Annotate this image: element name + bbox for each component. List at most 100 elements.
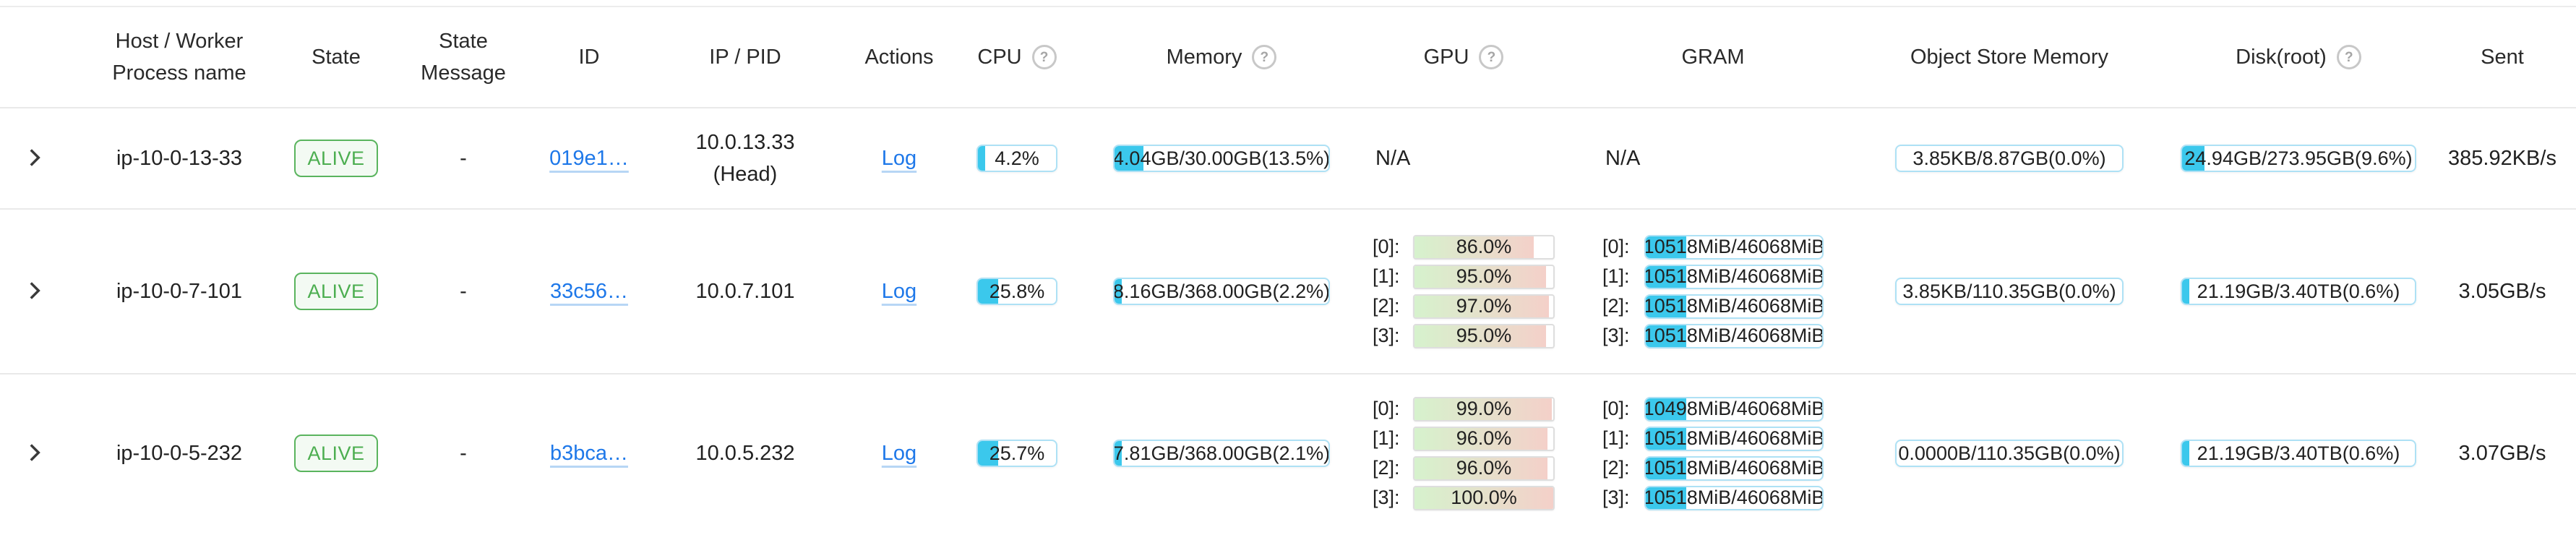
node-ip: 10.0.7.101 xyxy=(635,275,856,307)
gram-usage-bar: 10518MiB/46068MiB xyxy=(1644,234,1824,260)
gram-index-label: [3]: xyxy=(1602,487,1630,508)
cpu-usage-bar-text: 25.8% xyxy=(989,280,1045,302)
log-link[interactable]: Log xyxy=(881,279,917,303)
memory-usage-bar-text: 8.16GB/368.00GB(2.2%) xyxy=(1113,280,1330,302)
cpu-usage-bar: 25.7% xyxy=(976,440,1057,467)
memory-help-icon[interactable]: ? xyxy=(1252,45,1277,69)
sent-value: 385.92KB/s xyxy=(2448,146,2556,170)
memory-usage-bar-text: 7.81GB/368.00GB(2.1%) xyxy=(1113,442,1330,464)
gpu-help-icon[interactable]: ? xyxy=(1479,45,1504,69)
gpu-usage-bar: 95.0% xyxy=(1413,323,1555,348)
gram-row: [3]: 10518MiB/46068MiB xyxy=(1602,485,1824,510)
node-ip: 10.0.5.232 xyxy=(635,437,856,469)
gram-usage-bar: 10518MiB/46068MiB xyxy=(1644,264,1824,289)
log-link[interactable]: Log xyxy=(881,441,917,465)
gpu-na-value: N/A xyxy=(1375,146,1411,170)
log-link[interactable]: Log xyxy=(881,146,917,170)
state-message: - xyxy=(460,441,467,465)
state-message: - xyxy=(460,146,467,170)
column-header-state: State xyxy=(312,46,361,69)
gpu-usage-text: 96.0% xyxy=(1456,457,1512,479)
gpu-usage-text: 97.0% xyxy=(1456,295,1512,317)
gpu-usage-text: 86.0% xyxy=(1456,236,1512,258)
gram-row: [3]: 10518MiB/46068MiB xyxy=(1602,323,1824,348)
column-header-id: ID xyxy=(578,46,600,69)
node-ip-note: (Head) xyxy=(713,163,778,186)
memory-usage-bar: 8.16GB/368.00GB(2.2%) xyxy=(1113,278,1330,305)
gram-row: [2]: 10518MiB/46068MiB xyxy=(1602,294,1824,319)
gram-index-label: [2]: xyxy=(1602,457,1630,479)
gram-index-label: [0]: xyxy=(1602,236,1630,257)
column-header-host-line2: Process name xyxy=(112,61,246,85)
gpu-index-label: [1]: xyxy=(1373,427,1400,449)
gram-usage-text: 10518MiB/46068MiB xyxy=(1644,236,1824,258)
expand-row-button[interactable] xyxy=(23,279,46,304)
gram-row: [2]: 10518MiB/46068MiB xyxy=(1602,455,1824,481)
sent-value: 3.07GB/s xyxy=(2458,441,2546,465)
host-name: ip-10-0-13-33 xyxy=(116,146,243,170)
gram-row: [1]: 10518MiB/46068MiB xyxy=(1602,264,1824,289)
column-header-disk: Disk(root) ? xyxy=(2168,41,2429,73)
gpu-usage-bar: 99.0% xyxy=(1413,396,1555,421)
node-ip: 10.0.13.33 (Head) xyxy=(635,127,856,190)
gpu-usage-bar: 97.0% xyxy=(1413,294,1555,319)
gram-stack: [0]: 10518MiB/46068MiB [1]: 10518MiB/46068M… xyxy=(1602,234,1824,348)
column-header-gpu: GPU ? xyxy=(1352,41,1576,73)
gram-usage-bar: 10518MiB/46068MiB xyxy=(1644,294,1824,319)
object-store-usage-bar: 0.0000B/110.35GB(0.0%) xyxy=(1895,440,2124,467)
column-header-cpu-label: CPU xyxy=(977,46,1022,69)
gpu-index-label: [3]: xyxy=(1373,325,1400,346)
expand-row-button[interactable] xyxy=(23,441,46,466)
gram-usage-text: 10498MiB/46068MiB xyxy=(1644,398,1824,420)
gpu-usage-text: 95.0% xyxy=(1456,325,1512,347)
column-header-actions: Actions xyxy=(864,46,934,69)
state-badge: ALIVE xyxy=(294,273,378,310)
table-header-row: Host / Worker Process name State State M… xyxy=(0,7,2576,108)
column-header-ip-pid: IP / PID xyxy=(709,46,781,69)
gram-row: [1]: 10518MiB/46068MiB xyxy=(1602,426,1824,451)
node-id-link[interactable]: 33c56… xyxy=(549,279,628,303)
node-id-link[interactable]: 019e1… xyxy=(549,146,629,170)
gram-usage-text: 10518MiB/46068MiB xyxy=(1644,265,1824,288)
object-store-usage-bar-text: 3.85KB/110.35GB(0.0%) xyxy=(1902,280,2116,302)
table-row: ip-10-0-7-101 ALIVE - 33c56… 10.0.7.101 … xyxy=(0,210,2576,374)
gram-usage-text: 10518MiB/46068MiB xyxy=(1644,487,1824,509)
gram-stack: [0]: 10498MiB/46068MiB [1]: 10518MiB/46068M… xyxy=(1602,396,1824,510)
chevron-right-icon xyxy=(23,146,46,171)
gpu-usage-text: 100.0% xyxy=(1451,487,1517,509)
expand-row-button[interactable] xyxy=(23,146,46,171)
gpu-index-label: [0]: xyxy=(1373,236,1400,257)
node-id-link[interactable]: b3bca… xyxy=(549,441,628,465)
gpu-index-label: [0]: xyxy=(1373,398,1400,419)
disk-usage-bar: 21.19GB/3.40TB(0.6%) xyxy=(2181,440,2416,467)
table-row: ip-10-0-5-232 ALIVE - b3bca… 10.0.5.232 … xyxy=(0,374,2576,532)
cpu-help-icon[interactable]: ? xyxy=(1031,45,1057,69)
chevron-right-icon xyxy=(23,441,46,466)
gpu-row: [3]: 95.0% xyxy=(1373,323,1555,348)
object-store-usage-bar: 3.85KB/8.87GB(0.0%) xyxy=(1895,145,2124,172)
gpu-usage-text: 95.0% xyxy=(1456,265,1512,288)
object-store-usage-bar-text: 3.85KB/8.87GB(0.0%) xyxy=(1912,147,2106,169)
node-ip-address: 10.0.7.101 xyxy=(695,280,795,303)
column-header-memory: Memory ? xyxy=(1091,41,1352,73)
gram-usage-bar: 10518MiB/46068MiB xyxy=(1644,485,1824,510)
table-row: ip-10-0-13-33 ALIVE - 019e1… 10.0.13.33 (… xyxy=(0,108,2576,210)
gram-usage-text: 10518MiB/46068MiB xyxy=(1644,427,1824,450)
gram-usage-text: 10518MiB/46068MiB xyxy=(1644,325,1824,347)
gram-usage-text: 10518MiB/46068MiB xyxy=(1644,457,1824,479)
column-header-state-message: State Message xyxy=(383,25,544,89)
gpu-usage-bar: 95.0% xyxy=(1413,264,1555,289)
column-header-host: Host / Worker Process name xyxy=(69,25,289,89)
cpu-usage-bar: 25.8% xyxy=(976,278,1057,305)
cpu-usage-bar: 4.2% xyxy=(976,145,1057,172)
gpu-usage-text: 96.0% xyxy=(1456,427,1512,450)
disk-help-icon[interactable]: ? xyxy=(2336,45,2361,69)
gpu-index-label: [2]: xyxy=(1373,295,1400,317)
gpu-usage-bar: 96.0% xyxy=(1413,426,1555,451)
node-ip-address: 10.0.13.33 xyxy=(695,131,795,154)
column-header-disk-label: Disk(root) xyxy=(2236,46,2327,69)
object-store-usage-bar: 3.85KB/110.35GB(0.0%) xyxy=(1895,278,2124,305)
table-body: ip-10-0-13-33 ALIVE - 019e1… 10.0.13.33 (… xyxy=(0,108,2576,532)
memory-usage-bar-text: 4.04GB/30.00GB(13.5%) xyxy=(1113,147,1330,169)
disk-usage-bar-text: 24.94GB/273.95GB(9.6%) xyxy=(2184,147,2413,169)
